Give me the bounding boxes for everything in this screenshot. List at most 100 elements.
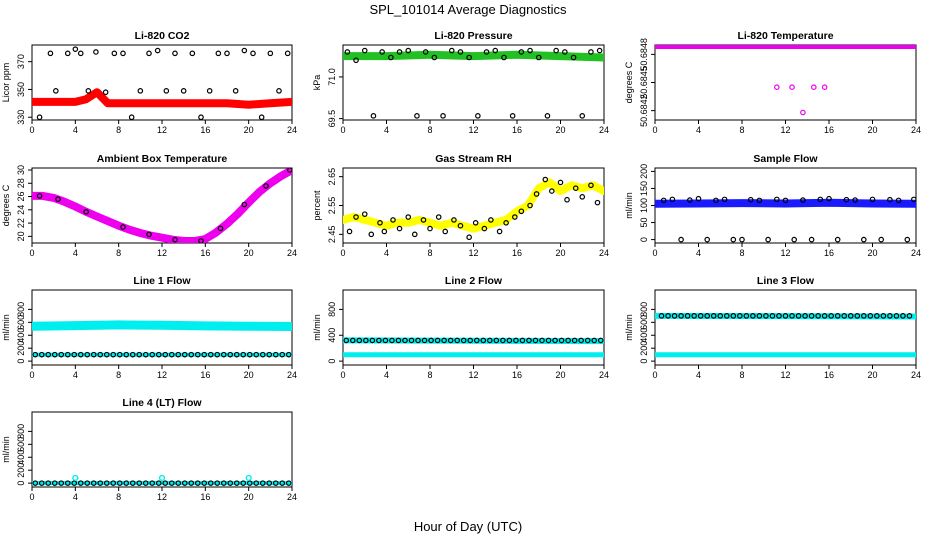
x-tick-label: 24 xyxy=(911,248,921,258)
x-tick-label: 16 xyxy=(200,248,210,258)
data-point xyxy=(411,231,418,238)
y-tick-label: 200 xyxy=(639,341,649,356)
x-tick-label: 0 xyxy=(340,370,345,380)
data-point xyxy=(880,313,887,319)
data-point xyxy=(142,480,149,486)
data-point xyxy=(259,351,266,358)
data-point xyxy=(51,480,58,486)
data-point xyxy=(565,337,571,344)
data-point xyxy=(802,313,808,319)
data-point xyxy=(154,47,161,54)
data-point xyxy=(287,168,292,173)
data-point xyxy=(149,351,156,358)
data-point xyxy=(232,88,239,94)
x-tick-label: 20 xyxy=(867,125,877,135)
y-tick-label: 69.5 xyxy=(327,110,337,128)
data-point xyxy=(272,351,279,358)
x-tick-label: 0 xyxy=(29,125,34,135)
data-point xyxy=(158,474,166,482)
data-point xyxy=(454,337,460,344)
data-point xyxy=(834,236,841,243)
data-point xyxy=(597,337,604,344)
data-point xyxy=(553,47,559,54)
x-tick-label: 24 xyxy=(911,125,921,135)
data-point xyxy=(241,201,248,208)
x-tick-label: 4 xyxy=(73,248,78,258)
data-point xyxy=(368,231,375,238)
data-point xyxy=(671,313,678,319)
panel-10: Line 4 (LT) Flow ml/min 0 4 8 12 16 20 24 0 200400… xyxy=(1,397,297,502)
data-point xyxy=(527,202,533,209)
plot-frame xyxy=(31,44,293,121)
data-point xyxy=(136,480,143,486)
data-point xyxy=(791,236,798,243)
x-tick-label: 20 xyxy=(867,248,877,258)
y-axis-label: degrees C xyxy=(1,184,11,226)
data-point xyxy=(756,313,763,319)
data-point xyxy=(776,313,782,319)
data-point xyxy=(572,185,579,191)
data-point xyxy=(38,480,45,486)
data-point xyxy=(194,351,201,358)
data-point xyxy=(240,480,247,486)
y-tick-label: 50.6845 xyxy=(639,66,649,99)
data-point xyxy=(93,49,99,55)
y-axis-label: ml/min xyxy=(1,436,11,463)
data-point xyxy=(198,114,204,120)
x-tick-label: 12 xyxy=(157,492,167,502)
data-point xyxy=(45,351,52,358)
data-point xyxy=(782,197,789,204)
data-point xyxy=(579,194,586,200)
data-point xyxy=(377,220,383,226)
data-point xyxy=(129,351,136,358)
data-point xyxy=(658,313,665,319)
data-point xyxy=(64,50,71,57)
data-point xyxy=(506,337,513,344)
data-point xyxy=(710,313,717,319)
data-point xyxy=(155,351,162,358)
data-point xyxy=(483,49,490,55)
y-tick-label: 0 xyxy=(639,359,649,364)
data-point xyxy=(396,225,403,232)
data-point xyxy=(353,57,359,64)
data-point xyxy=(509,113,516,119)
data-point xyxy=(116,480,123,486)
data-point xyxy=(162,480,169,486)
data-point xyxy=(763,313,769,319)
data-point xyxy=(570,54,577,61)
data-point xyxy=(519,337,526,344)
data-point xyxy=(466,54,472,61)
y-axis-label: ml/min xyxy=(1,314,11,341)
y-tick-label: 400 xyxy=(327,328,337,343)
data-point xyxy=(900,313,906,319)
y-tick-label: 600 xyxy=(16,315,26,330)
data-point xyxy=(492,47,499,54)
x-tick-label: 8 xyxy=(427,370,432,380)
x-tick-label: 4 xyxy=(73,492,78,502)
data-point xyxy=(860,313,867,319)
plot-area xyxy=(32,168,292,243)
x-tick-label: 16 xyxy=(512,248,522,258)
y-axis-label: ml/min xyxy=(624,314,634,341)
data-point xyxy=(518,49,525,55)
data-point xyxy=(756,197,763,204)
data-point xyxy=(887,196,893,203)
data-point xyxy=(697,313,704,319)
data-point xyxy=(240,351,247,358)
y-tick-label: 200 xyxy=(639,164,649,179)
data-point xyxy=(279,351,286,358)
x-tick-label: 16 xyxy=(200,370,210,380)
y-axis-label: ml/min xyxy=(312,314,322,341)
data-point xyxy=(246,351,253,358)
y-tick-label: 200 xyxy=(16,341,26,356)
x-tick-label: 20 xyxy=(244,492,254,502)
data-point xyxy=(440,113,446,119)
x-tick-label: 0 xyxy=(652,125,657,135)
data-point xyxy=(817,196,824,203)
data-point xyxy=(172,50,178,57)
panel-title: Line 3 Flow xyxy=(757,275,815,287)
y-tick-label: 2.45 xyxy=(327,226,337,244)
y-tick-label: 800 xyxy=(639,302,649,317)
x-tick-label: 8 xyxy=(427,125,432,135)
x-tick-label: 24 xyxy=(599,248,609,258)
